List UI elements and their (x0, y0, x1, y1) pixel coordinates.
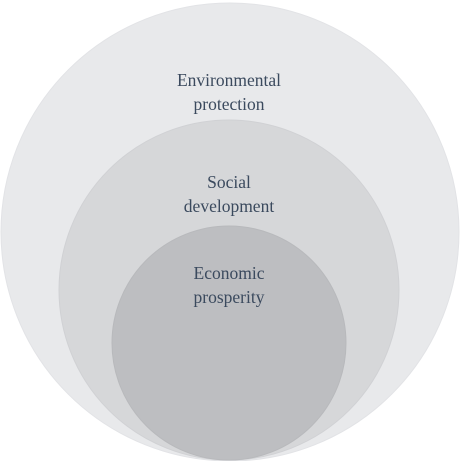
economic-circle (111, 225, 347, 461)
social-label-line1: Social (207, 172, 251, 192)
economic-label-line2: prosperity (194, 287, 265, 307)
environmental-label-line1: Environmental (177, 70, 281, 90)
environmental-label-line2: protection (194, 94, 265, 114)
economic-label-line1: Economic (194, 263, 265, 283)
social-label-line2: development (184, 196, 275, 216)
